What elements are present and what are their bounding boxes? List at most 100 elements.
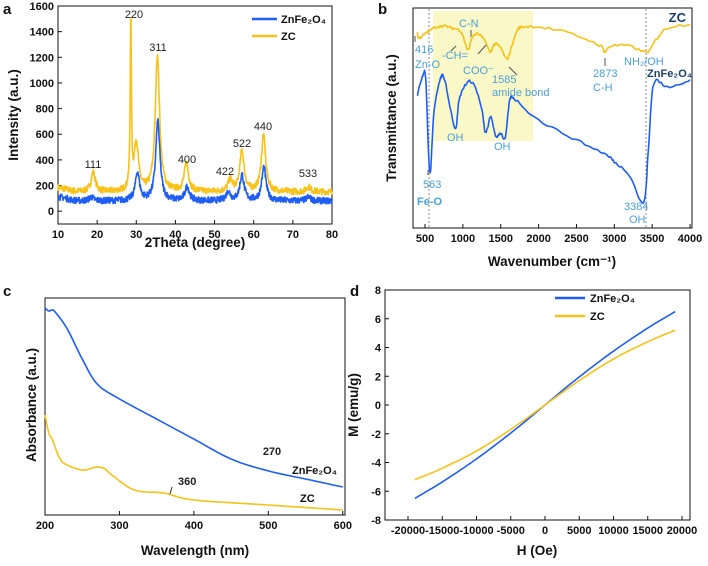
panel-label-a: a <box>3 1 12 18</box>
legend-label-znfe2o4: ZnFe₂O₄ <box>281 14 326 26</box>
annotation-ch: -CH= <box>442 50 468 62</box>
legend-label-znfe2o4: ZnFe₂O₄ <box>590 293 635 305</box>
x-axis-title-d: H (Oe) <box>517 543 558 558</box>
y-tick-label: 8 <box>375 285 381 297</box>
legend-label-zc: ZC <box>590 311 605 323</box>
plot-frame-b <box>412 7 693 229</box>
peak-label-360: 360 <box>178 476 196 488</box>
series-label-zc: ZC <box>300 493 315 505</box>
x-tick-label: 500 <box>416 233 434 245</box>
x-tick-label: 50 <box>208 229 220 241</box>
annotation-zn-o: Zn-O <box>415 59 441 71</box>
uv-curve-zc <box>44 414 343 511</box>
panel-label-d: d <box>350 283 359 300</box>
annotation-oh: OH <box>494 141 511 153</box>
annotation-oh: OH <box>629 214 646 226</box>
x-tick-label: 70 <box>287 229 299 241</box>
x-tick-label: 1500 <box>489 233 513 245</box>
x-tick-label: -5000 <box>497 525 525 537</box>
annotation-nh2-oh: NH₂/OH <box>624 56 664 68</box>
annotation-coo: COO⁻ <box>463 65 494 77</box>
annotation-3384: 3384 <box>624 201 648 213</box>
x-tick-label: 80 <box>326 229 338 241</box>
x-tick-label: 400 <box>185 520 203 532</box>
annotation-2873: 2873 <box>593 68 617 80</box>
legend-label-zc: ZC <box>281 31 296 43</box>
x-tick-label: 15000 <box>632 525 663 537</box>
panel-label-b: b <box>378 1 387 18</box>
x-tick-label: 200 <box>36 520 54 532</box>
peak-label: 440 <box>254 121 272 133</box>
y-tick-label: 4 <box>375 343 382 355</box>
peak-label: 422 <box>216 166 234 178</box>
x-axis-title-c: Wavelength (nm) <box>141 543 249 558</box>
peak-label: 400 <box>178 154 196 166</box>
y-tick-label: 1600 <box>30 1 54 13</box>
x-tick-label: 30 <box>130 229 142 241</box>
y-tick-label: 2 <box>375 371 381 383</box>
annotation-1585: 1585 <box>492 74 516 86</box>
y-tick-label: 1000 <box>30 78 54 90</box>
peak-label: 220 <box>125 9 143 21</box>
x-tick-label: -15000 <box>425 525 459 537</box>
y-tick-label: -6 <box>371 486 381 498</box>
annotation-amide-bond: amide bond <box>492 87 550 99</box>
ftir-curve-zc <box>416 23 691 61</box>
peak-marker-360 <box>169 486 173 495</box>
x-tick-label: 60 <box>248 229 260 241</box>
x-axis-title-a: 2Theta (degree) <box>145 235 246 250</box>
plot-frame-a <box>57 5 333 225</box>
x-tick-label: 300 <box>110 520 128 532</box>
x-tick-label: 5000 <box>567 525 591 537</box>
annotation-563: 563 <box>423 179 441 191</box>
annotation-fe-o: Fe-O <box>417 196 443 208</box>
xrd-curve-znfe2o4 <box>57 117 333 205</box>
y-tick-label: 200 <box>36 181 54 193</box>
y-tick-label: 1200 <box>30 52 54 64</box>
plot-frame-c <box>44 297 346 516</box>
y-tick-label: 1400 <box>30 27 54 39</box>
peak-label: 522 <box>233 138 251 150</box>
y-tick-label: 400 <box>36 155 54 167</box>
y-axis-title-b: Transmittance (a.u.) <box>384 54 399 182</box>
annotation-416: 416 <box>415 44 433 56</box>
uv-curve-znfe2o4 <box>44 307 343 488</box>
mh-curve-zc <box>414 329 676 481</box>
x-tick-label: 1000 <box>451 233 475 245</box>
x-tick-label: 20 <box>91 229 103 241</box>
ftir-annotations: 416 Zn-O -CH= C-N COO⁻ 1585 amide bond 2… <box>414 18 664 226</box>
y-tick-label: 600 <box>36 129 54 141</box>
x-tick-label: 0 <box>542 525 548 537</box>
ftir-curve-znfe2o4 <box>416 69 691 205</box>
panel-label-c: c <box>3 283 11 300</box>
plot-frame-d <box>384 289 691 521</box>
x-tick-label: 2500 <box>564 233 588 245</box>
peak-label: 311 <box>149 42 167 54</box>
annotation-leader-lines <box>414 30 606 175</box>
x-tick-label: 4000 <box>678 233 702 245</box>
x-tick-label: 10 <box>52 229 64 241</box>
y-axis-title-a: Intensity (a.u.) <box>6 69 21 161</box>
y-tick-label: -8 <box>371 515 381 527</box>
y-tick-label: 0 <box>375 400 381 412</box>
peak-label: 533 <box>299 168 317 180</box>
x-tick-label: 20000 <box>667 525 698 537</box>
x-tick-label: -20000 <box>391 525 425 537</box>
x-tick-label: 40 <box>169 229 181 241</box>
xrd-curve-zc <box>57 17 333 196</box>
x-tick-label: -10000 <box>459 525 493 537</box>
y-tick-label: -2 <box>371 429 381 441</box>
peak-label: 111 <box>85 159 102 171</box>
y-tick-label: -4 <box>371 458 382 470</box>
y-axis-title-c: Absorbance (a.u.) <box>24 348 39 462</box>
annotation-c-h: C-H <box>593 82 613 94</box>
x-tick-label: 500 <box>259 520 277 532</box>
series-label-znfe2o4: ZnFe₂O₄ <box>292 465 337 477</box>
x-axis-title-b: Wavenumber (cm⁻¹) <box>488 254 616 269</box>
series-label-zc: ZC <box>669 10 687 25</box>
y-tick-label: 800 <box>36 104 54 116</box>
x-tick-label: 2000 <box>526 233 550 245</box>
x-tick-label: 3500 <box>640 233 664 245</box>
x-tick-label: 600 <box>334 520 352 532</box>
